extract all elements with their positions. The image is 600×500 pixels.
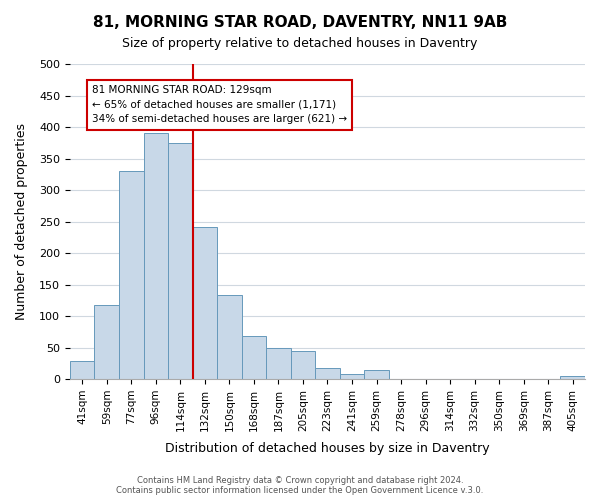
Bar — [193, 226, 217, 379]
Bar — [290, 350, 315, 379]
Bar — [168, 143, 193, 379]
Text: Contains HM Land Registry data © Crown copyright and database right 2024.
Contai: Contains HM Land Registry data © Crown c… — [116, 476, 484, 495]
Bar — [340, 374, 364, 379]
Bar — [70, 362, 94, 379]
Text: 81 MORNING STAR ROAD: 129sqm
← 65% of detached houses are smaller (1,171)
34% of: 81 MORNING STAR ROAD: 129sqm ← 65% of de… — [92, 85, 347, 124]
Bar — [143, 134, 168, 379]
Text: 81, MORNING STAR ROAD, DAVENTRY, NN11 9AB: 81, MORNING STAR ROAD, DAVENTRY, NN11 9A… — [93, 15, 507, 30]
Text: Size of property relative to detached houses in Daventry: Size of property relative to detached ho… — [122, 38, 478, 51]
Bar — [242, 336, 266, 379]
Bar — [560, 376, 585, 379]
X-axis label: Distribution of detached houses by size in Daventry: Distribution of detached houses by size … — [165, 442, 490, 455]
Bar — [217, 295, 242, 379]
Bar — [266, 348, 290, 379]
Bar — [119, 171, 143, 379]
Bar — [364, 370, 389, 379]
Bar — [94, 304, 119, 379]
Y-axis label: Number of detached properties: Number of detached properties — [15, 123, 28, 320]
Bar — [315, 368, 340, 379]
